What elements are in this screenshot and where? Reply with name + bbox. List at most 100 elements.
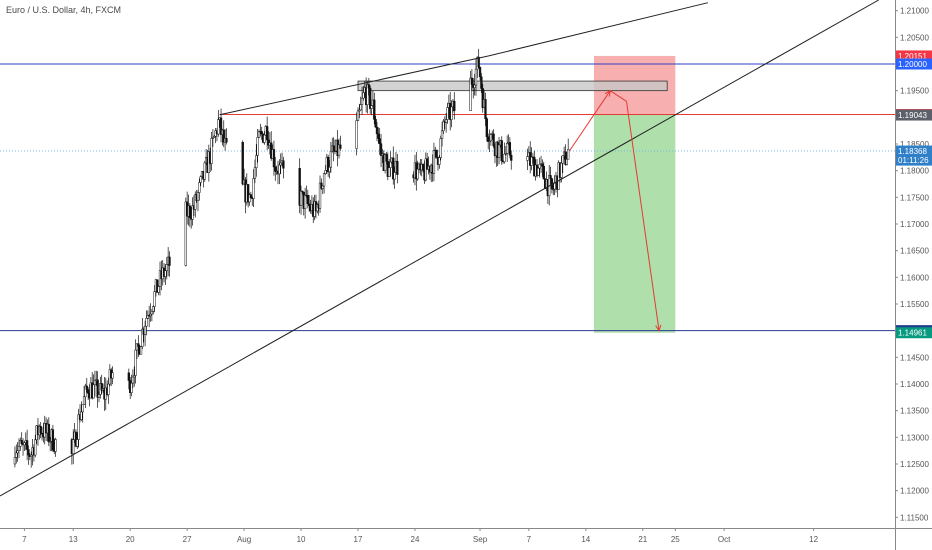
y-tick-label-3: 1.19500 (900, 87, 929, 96)
candle-body-265 (492, 133, 495, 147)
candle-body-38 (80, 411, 83, 420)
price-tag-3 (896, 109, 932, 121)
candle-body-5 (20, 440, 23, 444)
candle-body-103 (198, 182, 201, 193)
candle-body-191 (362, 92, 365, 99)
candle-body-61 (111, 372, 114, 379)
candle-body-96 (188, 205, 191, 218)
candle-body-239 (442, 120, 445, 132)
candle-body-42 (85, 385, 88, 390)
candle-body-296 (549, 175, 552, 179)
candle-body-237 (439, 138, 442, 158)
price-axis-panel (895, 0, 932, 550)
y-tick-label-8: 1.17000 (900, 220, 929, 229)
candle-body-282 (530, 156, 533, 166)
candle-body-136 (257, 131, 261, 138)
candle-body-307 (564, 151, 567, 165)
candle-body-170 (318, 182, 322, 209)
x-tick-label-5: 10 (297, 535, 306, 544)
candle-body-200 (374, 119, 377, 128)
candle-body-50 (96, 379, 99, 398)
candle-body-271 (500, 140, 503, 162)
candle-body-157 (301, 190, 304, 193)
candle-body-124 (241, 141, 244, 185)
candle-body-47 (92, 384, 95, 399)
candle-body-3 (17, 446, 21, 452)
candle-body-274 (504, 153, 507, 155)
candle-body-210 (388, 167, 391, 177)
chart-title: Euro / U.S. Dollar, 4h, FXCM (6, 5, 122, 15)
y-tick-label-9: 1.16500 (900, 247, 929, 256)
candle-body-203 (378, 138, 381, 144)
price-tag-0 (896, 50, 932, 62)
candle-body-74 (143, 325, 147, 335)
candle-body-79 (150, 311, 154, 315)
candle-body-114 (213, 136, 216, 138)
price-tag-label-4: 1.18368 (898, 147, 927, 156)
candle-body-10 (27, 449, 30, 456)
time-axis-panel (0, 528, 932, 550)
candle-body-40 (82, 396, 86, 405)
candle-body-196 (369, 87, 372, 109)
candle-body-34 (74, 431, 78, 447)
candle-body-278 (510, 154, 513, 161)
candle-body-132 (252, 178, 255, 199)
price-tag-label-3: 1.19043 (898, 111, 927, 120)
x-tick-label-6: 17 (354, 535, 363, 544)
candle-body-51 (97, 394, 101, 398)
candle-body-90 (165, 264, 168, 272)
candle-body-78 (149, 313, 152, 317)
candle-body-185 (339, 144, 342, 149)
candle-body-43 (86, 389, 90, 394)
candle-body-224 (421, 164, 425, 171)
candle-body-184 (337, 144, 341, 156)
candle-body-130 (249, 194, 253, 199)
candle-body-241 (444, 119, 448, 123)
candle-body-19 (39, 426, 42, 434)
candle-body-129 (248, 194, 251, 203)
candle-body-172 (321, 185, 324, 189)
candle-body-273 (503, 153, 506, 163)
candle-body-58 (107, 383, 110, 396)
candle-body-178 (329, 150, 333, 168)
candle-body-277 (508, 142, 512, 156)
candle-body-26 (49, 441, 52, 443)
candle-body-28 (51, 429, 55, 451)
candle-body-245 (450, 106, 453, 120)
price-tag-label-5: 01:11:26 (898, 156, 929, 165)
candle-body-117 (217, 119, 220, 135)
candle-body-142 (265, 126, 269, 141)
candle-body-213 (392, 157, 395, 180)
price-tag-5 (896, 154, 932, 166)
candle-body-100 (194, 194, 197, 210)
candle-body-9 (25, 440, 29, 450)
candle-body-257 (481, 88, 484, 108)
candle-body-93 (184, 201, 187, 266)
candle-body-53 (100, 383, 103, 391)
candle-body-308 (565, 158, 568, 165)
candle-body-81 (153, 291, 156, 307)
candle-body-62 (127, 372, 130, 381)
candle-body-69 (137, 343, 140, 347)
candle-body-65 (131, 376, 135, 384)
x-tick-label-1: 13 (69, 535, 78, 544)
candle-body-207 (383, 154, 387, 171)
price-tag-label-7: 1.14961 (898, 329, 927, 338)
price-tag-1 (896, 58, 932, 70)
candle-body-1 (15, 452, 18, 458)
price-tag-label-1: 1.20000 (898, 60, 927, 69)
candle-body-287 (537, 167, 540, 176)
x-tick-label-11: 21 (638, 535, 647, 544)
wedge-lower-trendline (0, 0, 879, 497)
candle-body-194 (366, 84, 369, 106)
take-profit-zone (593, 114, 676, 333)
candle-body-68 (135, 343, 139, 351)
candle-body-236 (438, 157, 441, 165)
candle-body-2 (16, 450, 19, 454)
candle-body-7 (23, 442, 26, 446)
candle-body-159 (303, 194, 307, 209)
candle-body-80 (152, 306, 155, 312)
candle-body-204 (379, 143, 383, 156)
candle-body-134 (255, 155, 258, 168)
